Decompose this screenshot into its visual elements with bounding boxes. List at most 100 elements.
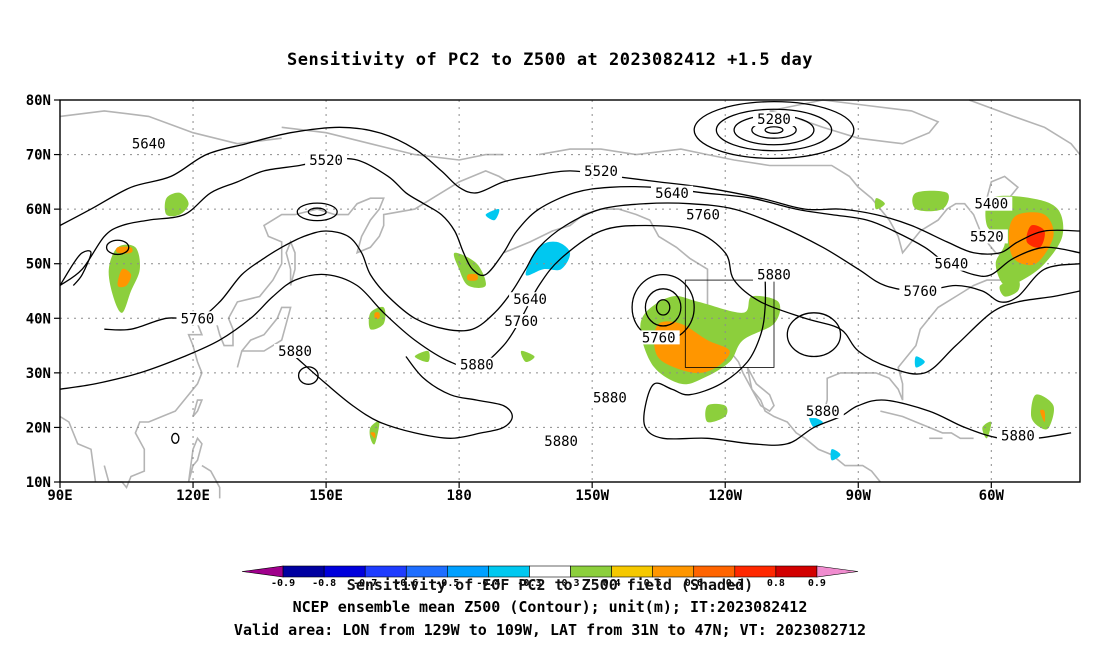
coastline [103, 170, 509, 490]
z500-contour-line [59, 157, 1081, 287]
contour-label: 5760 [504, 314, 538, 330]
lat-label: 80N [26, 93, 51, 109]
contour-label-bg [899, 284, 942, 298]
contour-label: 5880 [460, 358, 494, 374]
contour-label-bg [509, 292, 552, 307]
colorbar-tick-label: -0.8 [312, 578, 336, 589]
lat-label: 20N [26, 420, 51, 436]
colorbar-tick-label: -0.4 [476, 578, 500, 589]
z500-contour-line [294, 356, 513, 439]
caption-valid-area: Valid area: LON from 129W to 109W, LAT f… [233, 621, 867, 639]
z500-contour-ring [296, 202, 338, 222]
sensitivity-patch [830, 449, 841, 461]
map-frame [59, 99, 1081, 483]
contour-label-bg [176, 311, 219, 326]
lon-label: 180 [446, 488, 471, 504]
contour-label: 5520 [584, 164, 618, 180]
contour-label-bg [996, 428, 1039, 443]
colorbar-tick-label: -0.3 [517, 578, 541, 589]
sensitivity-patch [1040, 409, 1046, 422]
sensitivity-patch [485, 208, 500, 221]
colorbar-tick-label: 0.6 [685, 578, 703, 589]
contour-label-bg [455, 357, 498, 372]
colorbar-tick-label: 0.9 [808, 578, 826, 589]
colorbar-tick-label: -0.9 [271, 578, 295, 589]
lon-label: 60W [979, 488, 1005, 504]
lon-label: 90W [846, 488, 872, 504]
colorbar-tick-label: -0.7 [353, 578, 377, 589]
contour-label: 5760 [903, 284, 937, 300]
colorbar-tick-label: 0.5 [644, 578, 662, 589]
z500-contour-ring [105, 239, 130, 256]
z500-contours [59, 100, 1081, 446]
sensitivity-patch [164, 192, 189, 217]
contour-label-bg [637, 330, 680, 345]
sensitivity-patch [874, 198, 885, 210]
z500-contour-ring [171, 432, 180, 444]
coastline [746, 367, 775, 413]
contour-label: 5880 [278, 344, 312, 360]
contour-label-bg [801, 404, 844, 419]
lon-label: 120W [708, 488, 742, 504]
lat-label: 60N [26, 202, 51, 218]
z500-contour-ring [693, 100, 855, 160]
sensitivity-patch [912, 190, 949, 212]
caption-shaded: Sensitivity of EOF PC2 to Z500 field (Sh… [346, 576, 754, 594]
sensitivity-patch [705, 403, 728, 423]
contour-label-bg [274, 344, 317, 359]
contour-label-bg [588, 390, 631, 405]
contour-label-bg [965, 229, 1008, 244]
lon-label: 150W [575, 488, 609, 504]
coastline [880, 410, 974, 440]
chart-title: Sensitivity of PC2 to Z500 at 2023082412… [286, 50, 813, 70]
z500-contour-ring [764, 126, 784, 134]
contour-label: 5520 [309, 153, 343, 169]
colorbar: -0.9 -0.8 -0.7 -0.6 -0.5 -0.4 -0.3 0.3 0.4 0.5 0.6… [241, 565, 859, 589]
caption-contour: NCEP ensemble mean Z500 (Contour); unit(… [292, 598, 808, 616]
coastline [769, 99, 940, 145]
lat-label: 70N [26, 148, 51, 164]
contour-label-bg [930, 256, 973, 271]
lon-label: 90E [47, 488, 72, 504]
coastline [187, 436, 203, 483]
contour-label-bg [305, 153, 348, 168]
colorbar-tick-label: -0.6 [394, 578, 418, 589]
colorbar-tick-label: 0.8 [767, 578, 785, 589]
contour-label: 5520 [970, 229, 1004, 245]
coastline [59, 415, 97, 483]
valid-area-rect [684, 279, 775, 368]
coastline [192, 399, 204, 418]
contour-label-bg [540, 434, 583, 449]
colorbar-tick-label: 0.4 [603, 578, 621, 589]
contour-label-bg [970, 196, 1013, 211]
sensitivity-patch [117, 268, 132, 288]
sensitivity-patch [374, 312, 380, 319]
coastline [236, 306, 292, 368]
contour-label-bg [753, 267, 795, 282]
lat-label: 10N [26, 475, 51, 491]
lon-label: 150E [309, 488, 343, 504]
contour-label: 5880 [757, 268, 791, 284]
contour-label: 5880 [544, 434, 578, 450]
lat-label: 50N [26, 257, 51, 273]
contour-label: 5400 [974, 197, 1008, 213]
contour-label: 5760 [686, 208, 720, 224]
lat-label: 40N [26, 311, 51, 327]
sensitivity-patch [520, 350, 535, 363]
z500-contour-line [59, 126, 1081, 255]
colorbar-tick-label: 0.3 [562, 578, 580, 589]
z500-contour-ring [715, 108, 833, 152]
z500-contour-ring [655, 299, 671, 316]
contour-label-bg [682, 207, 725, 222]
z500-contour-ring [786, 312, 842, 358]
contour-label: 5280 [757, 112, 791, 128]
z500-contour-line [643, 274, 1072, 446]
coastline [59, 110, 282, 145]
contour-label: 5880 [593, 390, 627, 406]
contour-labels: 5280540055205520552056405640564056405760… [127, 112, 1039, 450]
coastline [201, 464, 221, 499]
z500-contour-ring [307, 207, 327, 217]
z500-contour-line [59, 224, 1081, 390]
contour-label: 5640 [513, 292, 547, 308]
